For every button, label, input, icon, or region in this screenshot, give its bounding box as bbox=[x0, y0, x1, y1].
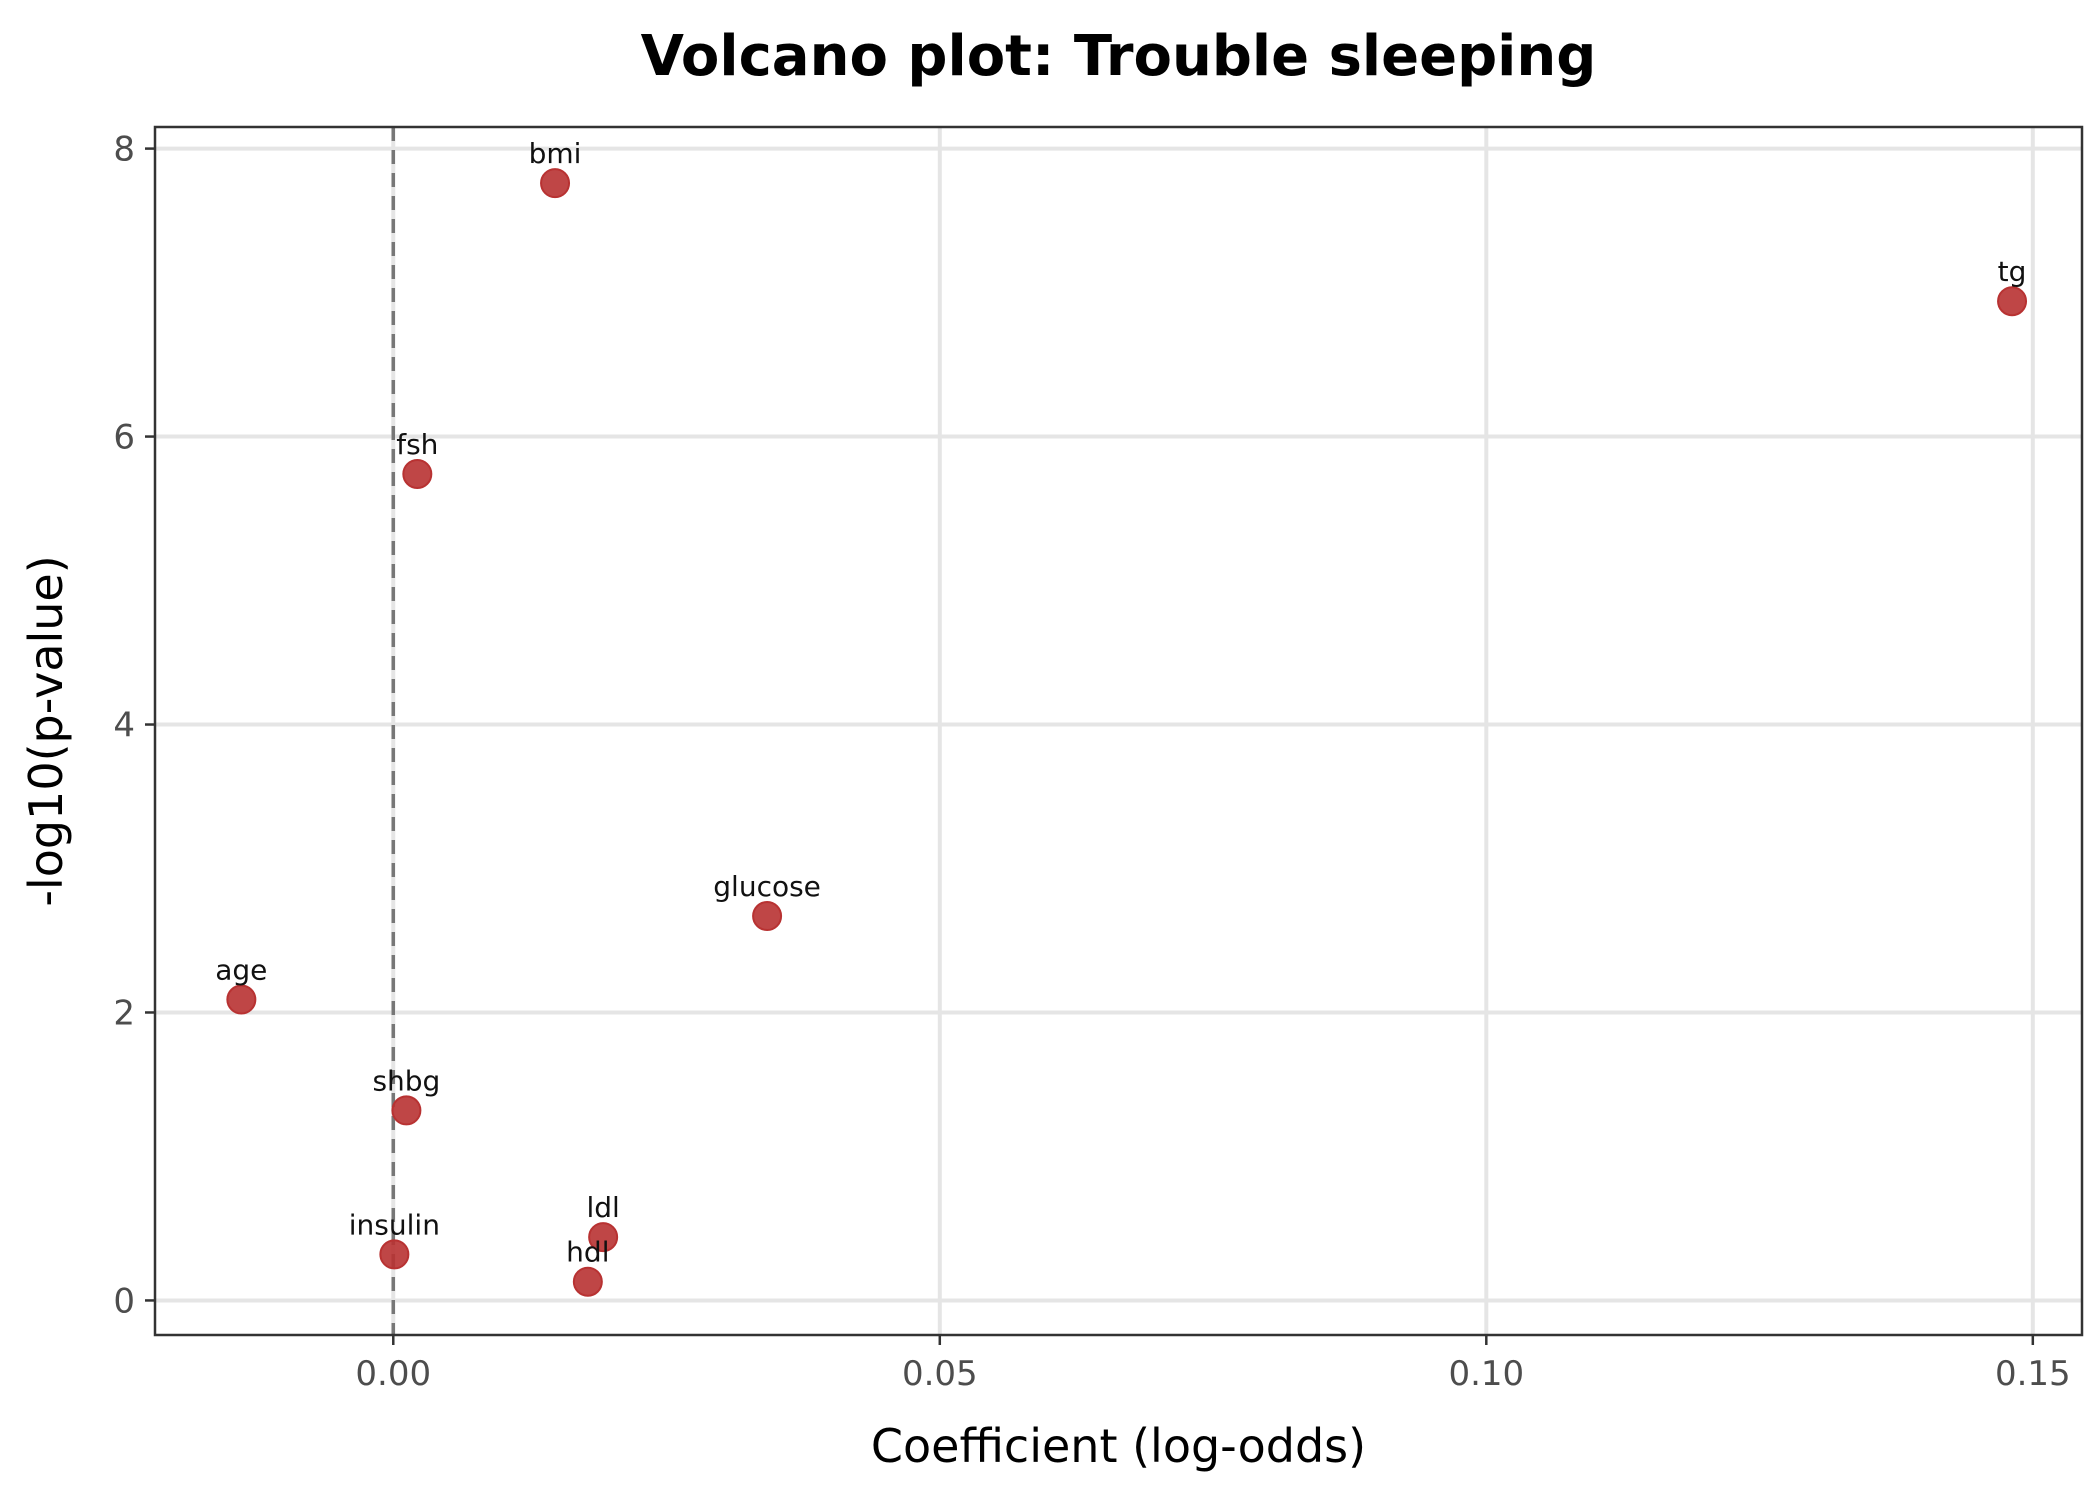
x-tick-label-0: 0.00 bbox=[355, 1354, 431, 1394]
data-point-hdl bbox=[572, 1266, 603, 1297]
data-point-bmi bbox=[540, 168, 571, 199]
data-points bbox=[226, 168, 2028, 1297]
grid-lines bbox=[155, 127, 2082, 1335]
data-point-age bbox=[226, 984, 257, 1015]
y-tick-label-3: 6 bbox=[113, 418, 135, 458]
axes: 0.00 0.05 0.10 0.15 0 2 4 6 8 bbox=[113, 130, 2070, 1394]
plot-panel-border bbox=[153, 125, 2084, 1337]
data-point-ldl bbox=[588, 1222, 619, 1253]
point-label-glucose: glucose bbox=[713, 870, 821, 903]
point-label-shbg: shbg bbox=[372, 1064, 440, 1097]
point-labels: bmi tg fsh glucose age shbg ldl insulin hdl bbox=[215, 137, 2026, 1269]
y-tick-label-1: 2 bbox=[113, 993, 135, 1033]
data-point-tg bbox=[1997, 286, 2028, 317]
x-axis-title: Coefficient (log-odds) bbox=[871, 1419, 1366, 1473]
y-tick-label-0: 0 bbox=[113, 1281, 135, 1321]
data-point-glucose bbox=[752, 901, 783, 932]
data-point-shbg bbox=[391, 1095, 422, 1126]
data-point-insulin bbox=[379, 1239, 410, 1270]
x-tick-label-3: 0.15 bbox=[1995, 1354, 2071, 1394]
y-tick-label-2: 4 bbox=[113, 706, 135, 746]
point-label-fsh: fsh bbox=[396, 428, 438, 461]
point-label-hdl: hdl bbox=[566, 1236, 609, 1269]
data-point-fsh bbox=[402, 458, 433, 489]
point-label-ldl: ldl bbox=[586, 1191, 619, 1224]
x-tick-label-1: 0.05 bbox=[902, 1354, 978, 1394]
y-axis-title: -log10(p-value) bbox=[19, 555, 73, 906]
point-label-tg: tg bbox=[1998, 255, 2027, 288]
y-tick-label-4: 8 bbox=[113, 130, 135, 170]
point-label-bmi: bmi bbox=[529, 137, 582, 170]
chart-title: Volcano plot: Trouble sleeping bbox=[641, 24, 1597, 89]
point-label-insulin: insulin bbox=[349, 1208, 440, 1241]
point-label-age: age bbox=[215, 954, 267, 987]
x-tick-label-2: 0.10 bbox=[1448, 1354, 1524, 1394]
